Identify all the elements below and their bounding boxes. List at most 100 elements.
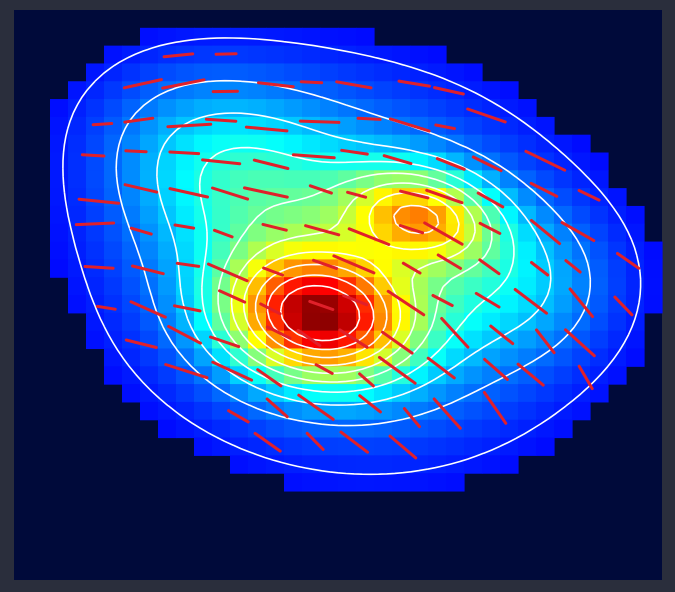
- polarization-vector: [173, 223, 196, 230]
- intensity-pixel: [374, 81, 393, 100]
- intensity-pixel: [212, 366, 231, 385]
- intensity-pixel: [122, 45, 141, 65]
- intensity-pixel: [446, 384, 465, 403]
- polarization-vector: [398, 224, 425, 235]
- intensity-pixel: [410, 473, 429, 492]
- polarization-vector: [399, 189, 430, 200]
- intensity-pixel: [212, 205, 231, 225]
- intensity-pixel: [626, 348, 645, 367]
- intensity-pixel: [158, 170, 177, 189]
- contour-level: [217, 172, 493, 383]
- intensity-pixel: [572, 330, 591, 350]
- intensity-pixel: [518, 134, 537, 154]
- intensity-pixel: [122, 188, 141, 207]
- intensity-pixel: [572, 401, 591, 421]
- intensity-pixel: [590, 241, 609, 260]
- polarization-vector: [80, 153, 106, 158]
- intensity-pixel: [572, 259, 591, 278]
- intensity-pixel: [320, 81, 339, 100]
- intensity-pixel: [644, 259, 663, 278]
- intensity-pixel: [464, 312, 483, 332]
- intensity-pixel: [230, 277, 249, 296]
- intensity-pixel: [608, 259, 627, 278]
- intensity-pixel: [86, 277, 105, 296]
- intensity-pixel: [230, 99, 249, 118]
- intensity-pixel: [482, 312, 501, 332]
- intensity-pixel: [176, 330, 195, 350]
- intensity-pixel: [428, 437, 447, 456]
- intensity-pixel: [590, 259, 609, 278]
- polarization-vectors: [74, 52, 641, 460]
- intensity-pixel: [68, 259, 87, 278]
- intensity-pixel: [482, 116, 501, 136]
- intensity-pixel: [302, 384, 321, 403]
- intensity-pixel: [230, 45, 249, 65]
- intensity-pixel: [284, 99, 303, 118]
- intensity-pixel: [158, 259, 177, 278]
- polarization-vector: [291, 153, 336, 160]
- polarization-vector: [74, 221, 116, 227]
- polarization-vector: [568, 287, 594, 319]
- intensity-pixel: [608, 223, 627, 243]
- intensity-pixel: [320, 419, 339, 439]
- polarization-vector: [524, 149, 567, 172]
- intensity-pixel: [518, 241, 537, 260]
- intensity-pixel: [626, 330, 645, 350]
- polarization-vector: [129, 226, 153, 236]
- intensity-pixel: [626, 205, 645, 225]
- intensity-pixel: [50, 152, 69, 171]
- intensity-pixel: [446, 437, 465, 456]
- intensity-pixel: [392, 241, 411, 260]
- intensity-pixel: [554, 401, 573, 421]
- intensity-pixel: [536, 401, 555, 421]
- intensity-pixel: [410, 437, 429, 456]
- polarization-vector: [253, 431, 282, 453]
- intensity-pixel: [320, 45, 339, 65]
- intensity-pixel: [338, 223, 357, 243]
- intensity-pixel: [284, 277, 303, 296]
- intensity-pixel: [284, 241, 303, 260]
- intensity-pixel: [194, 437, 213, 456]
- intensity-pixel: [338, 205, 357, 225]
- polarization-vector: [616, 252, 641, 270]
- intensity-pixel: [140, 152, 159, 171]
- intensity-pixel: [194, 134, 213, 154]
- intensity-pixel: [392, 63, 411, 82]
- intensity-pixel: [410, 330, 429, 350]
- intensity-pixel: [68, 99, 87, 118]
- intensity-pixel: [176, 312, 195, 332]
- intensity-pixel: [428, 473, 447, 492]
- intensity-pixel: [410, 384, 429, 403]
- intensity-pixel: [284, 366, 303, 385]
- intensity-pixel: [230, 63, 249, 82]
- intensity-pixel: [428, 259, 447, 278]
- intensity-pixel: [464, 419, 483, 439]
- intensity-pixel: [266, 348, 285, 367]
- intensity-pixel: [392, 45, 411, 65]
- intensity-pixel: [536, 205, 555, 225]
- intensity-pixel: [500, 188, 519, 207]
- intensity-pixel: [248, 455, 267, 474]
- intensity-pixel: [194, 170, 213, 189]
- intensity-pixel: [68, 295, 87, 314]
- intensity-pixel: [392, 473, 411, 492]
- intensity-pixel: [104, 45, 123, 65]
- intensity-pixel: [248, 330, 267, 350]
- polarization-vector: [529, 181, 559, 198]
- intensity-pixel: [410, 45, 429, 65]
- intensity-pixel: [104, 330, 123, 350]
- intensity-pixel: [356, 27, 375, 47]
- intensity-pixel: [500, 348, 519, 367]
- intensity-pixel: [230, 312, 249, 332]
- polarization-vector: [91, 122, 114, 127]
- intensity-pixel: [320, 401, 339, 421]
- intensity-pixel: [374, 295, 393, 314]
- intensity-pixel: [266, 27, 285, 47]
- intensity-pixel: [104, 277, 123, 296]
- intensity-pixel: [140, 205, 159, 225]
- intensity-pixel: [158, 188, 177, 207]
- intensity-pixel: [320, 312, 339, 332]
- intensity-pixel: [356, 99, 375, 118]
- intensity-pixel: [302, 241, 321, 260]
- intensity-pixel: [374, 205, 393, 225]
